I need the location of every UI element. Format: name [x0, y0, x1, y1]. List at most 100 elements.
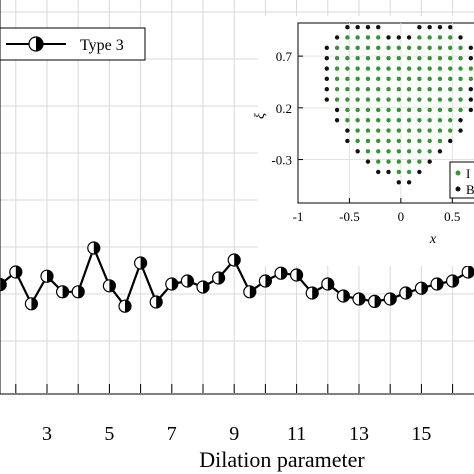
series-point	[368, 294, 382, 308]
interior-point	[448, 45, 453, 51]
interior-point	[386, 87, 391, 92]
series-point	[227, 253, 241, 267]
interior-point	[365, 76, 371, 82]
inset-y-axis-label: ξ	[253, 113, 268, 119]
interior-point	[448, 107, 453, 113]
interior-point	[417, 159, 422, 164]
interior-point	[427, 97, 432, 102]
interior-point	[417, 76, 422, 82]
interior-point	[406, 149, 412, 154]
interior-point	[355, 107, 360, 113]
interior-point	[427, 149, 432, 154]
interior-point	[437, 66, 443, 71]
series-point	[274, 266, 288, 280]
boundary-point	[417, 169, 422, 175]
series-point	[352, 292, 366, 306]
series-point	[87, 241, 101, 255]
interior-point	[468, 76, 473, 82]
boundary-point	[448, 24, 453, 30]
series-point	[9, 265, 23, 279]
boundary-point	[458, 128, 463, 133]
interior-point	[365, 35, 371, 40]
interior-point	[427, 128, 432, 133]
boundary-point	[334, 107, 340, 113]
interior-point	[427, 138, 432, 144]
x-tick-label: 3	[42, 423, 52, 445]
interior-point	[365, 128, 371, 133]
interior-point	[396, 118, 401, 123]
interior-point	[355, 138, 360, 144]
x-tick-label: 9	[229, 423, 239, 445]
interior-point	[365, 149, 371, 154]
interior-point	[355, 55, 360, 61]
interior-point	[355, 45, 360, 51]
inset-y-tick-label: 0.7	[276, 49, 293, 64]
interior-point	[396, 87, 401, 92]
boundary-point	[396, 35, 401, 40]
interior-point	[345, 45, 350, 51]
interior-point	[437, 107, 443, 113]
inset-x-tick-label: -1	[293, 209, 304, 224]
boundary-point	[468, 87, 473, 92]
boundary-point	[427, 24, 432, 30]
interior-point	[396, 97, 401, 102]
boundary-point	[458, 35, 463, 40]
series-point	[102, 279, 117, 293]
interior-point	[376, 149, 381, 154]
interior-point	[365, 55, 371, 61]
inset-points	[324, 24, 473, 185]
interior-point	[458, 45, 463, 51]
boundary-point	[427, 159, 432, 164]
interior-point	[396, 149, 401, 154]
interior-point	[406, 138, 412, 144]
interior-point	[376, 35, 381, 40]
inset-y-tick-label: -0.3	[271, 153, 292, 168]
interior-point	[417, 118, 422, 123]
inset-legend-marker-i	[455, 170, 461, 176]
interior-point	[396, 66, 401, 71]
interior-point	[334, 97, 340, 102]
series-point	[336, 289, 350, 303]
interior-point	[458, 107, 463, 113]
inset-legend-label-i: I	[466, 166, 470, 181]
interior-point	[345, 66, 350, 71]
boundary-point	[437, 24, 443, 30]
series-point	[134, 256, 148, 270]
interior-point	[355, 87, 360, 92]
interior-point	[437, 97, 443, 102]
boundary-point	[386, 35, 391, 40]
interior-point	[406, 55, 412, 61]
interior-point	[406, 128, 412, 133]
interior-point	[417, 45, 422, 51]
interior-point	[365, 107, 371, 113]
boundary-point	[334, 118, 340, 123]
interior-point	[448, 128, 453, 133]
interior-point	[386, 149, 391, 154]
interior-point	[417, 128, 422, 133]
interior-point	[386, 107, 391, 113]
interior-point	[417, 138, 422, 144]
interior-point	[376, 97, 381, 102]
boundary-point	[365, 24, 371, 30]
interior-point	[334, 76, 340, 82]
x-tick-label: 5	[104, 423, 114, 445]
interior-point	[365, 45, 371, 51]
inset-x-tick-label: -0.5	[339, 209, 360, 224]
series-point	[321, 277, 335, 291]
interior-point	[396, 45, 401, 51]
boundary-point	[396, 180, 401, 185]
interior-point	[345, 97, 350, 102]
interior-point	[376, 55, 381, 61]
boundary-point	[437, 149, 443, 154]
series-point	[118, 299, 132, 313]
interior-point	[437, 118, 443, 123]
inset-x-tick-label: 0	[398, 209, 405, 224]
boundary-point	[345, 128, 350, 133]
interior-point	[355, 97, 360, 102]
interior-point	[448, 76, 453, 82]
interior-point	[417, 97, 422, 102]
interior-point	[427, 35, 432, 40]
interior-point	[376, 87, 381, 92]
interior-point	[437, 128, 443, 133]
